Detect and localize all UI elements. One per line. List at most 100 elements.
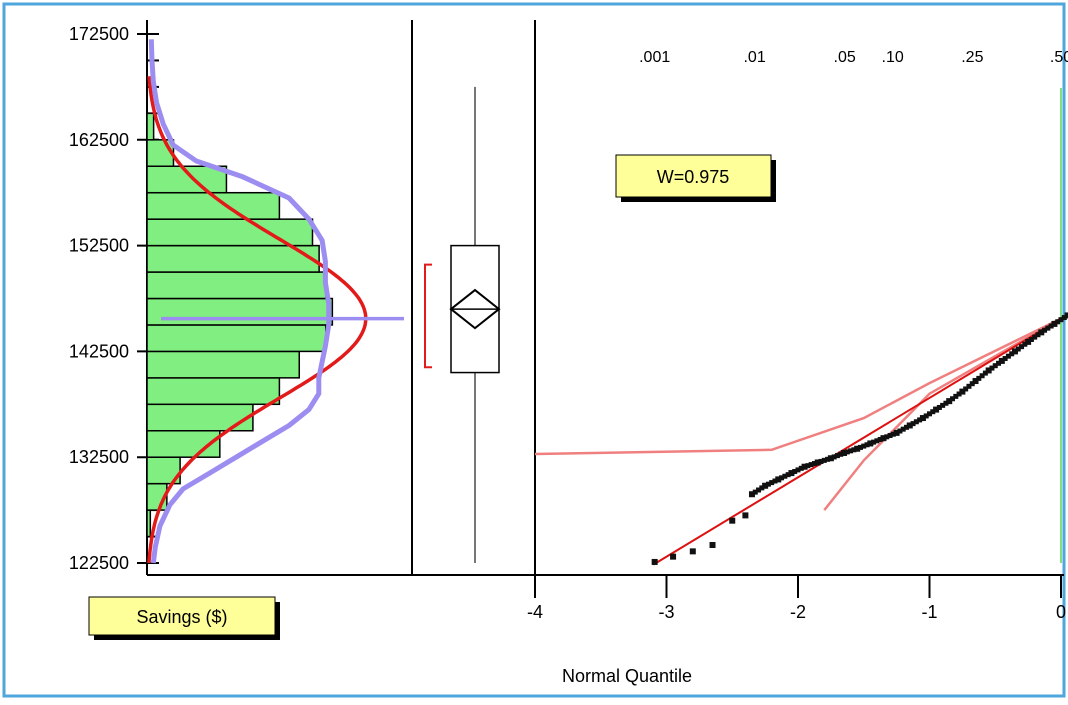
quantile-point <box>848 448 854 454</box>
quantile-point <box>801 463 808 470</box>
quantile-point <box>950 396 956 402</box>
quantile-point <box>867 440 874 447</box>
quantile-point <box>897 428 903 434</box>
quantile-point <box>798 465 804 471</box>
quantile-point <box>814 459 821 466</box>
quantile-point <box>1002 356 1008 362</box>
box-plot <box>424 86 501 563</box>
quantile-point <box>825 456 831 462</box>
quantile-point <box>844 449 850 455</box>
quantile-point <box>959 388 966 395</box>
quantile-point <box>831 454 837 460</box>
y-tick-label: 172500 <box>69 24 129 44</box>
smooth-density-curve <box>148 39 332 564</box>
quantile-point <box>933 406 940 413</box>
quantile-point <box>1032 334 1038 340</box>
quantile-point <box>1042 327 1048 333</box>
quantile-point <box>1064 312 1068 319</box>
probability-tick-label: .01 <box>743 49 765 66</box>
quantile-point <box>821 457 827 463</box>
quantile-point <box>998 357 1005 364</box>
quantile-point <box>782 473 788 479</box>
quantile-point <box>890 431 896 437</box>
x-axis-title: Normal Quantile <box>562 666 692 686</box>
quantile-point <box>963 386 969 392</box>
histogram-bar <box>146 271 327 300</box>
quantile-point <box>742 512 749 519</box>
x-tick-label: -3 <box>658 602 674 622</box>
quantile-point <box>969 381 975 387</box>
quantile-point <box>1011 348 1018 355</box>
quantile-point <box>1045 325 1051 331</box>
histogram-bar <box>146 377 281 406</box>
histogram-bar <box>146 244 320 273</box>
y-tick-label: 162500 <box>69 130 129 150</box>
quantile-point <box>982 370 988 376</box>
histogram-bar <box>146 139 175 168</box>
normal-quantile-plot <box>534 88 1068 566</box>
quantile-point <box>689 548 696 555</box>
quantile-point <box>827 455 834 462</box>
quantile-point <box>864 442 870 448</box>
quantile-point <box>966 383 972 389</box>
variable-label: Savings ($) <box>136 607 227 627</box>
quantile-point <box>1058 317 1064 323</box>
histogram-bar <box>146 218 314 247</box>
histogram-curves <box>147 39 404 564</box>
quantile-point <box>788 470 795 477</box>
quantile-point <box>861 443 867 449</box>
histogram-bar <box>146 324 327 353</box>
quantile-point <box>919 415 926 422</box>
probability-tick-label: .25 <box>961 49 983 66</box>
quantile-point <box>946 398 953 405</box>
quantile-point <box>651 558 658 565</box>
quantile-point <box>792 468 798 474</box>
quantile-point <box>841 449 848 456</box>
quantile-point <box>759 485 765 491</box>
quantile-point <box>985 367 992 374</box>
quantile-point <box>871 439 877 445</box>
quantile-point <box>953 393 959 399</box>
quantile-point <box>709 542 716 549</box>
probability-tick-label: .05 <box>834 49 856 66</box>
quantile-point <box>1061 315 1067 321</box>
histogram-bar <box>146 509 152 538</box>
quantile-point <box>765 481 771 487</box>
probability-tick-label: .001 <box>639 49 670 66</box>
quantile-point <box>992 363 998 369</box>
quantile-point <box>989 365 995 371</box>
quantile-point <box>903 424 909 430</box>
quantile-point <box>785 472 791 478</box>
quantile-point <box>834 453 840 459</box>
histogram-bar <box>146 297 334 326</box>
quantile-point <box>910 421 916 427</box>
quantile-point <box>1019 344 1025 350</box>
quantile-point <box>805 463 811 469</box>
quantile-point <box>1025 338 1032 345</box>
quantile-point <box>808 462 814 468</box>
quantile-point <box>880 435 887 442</box>
quantile-point <box>729 517 736 524</box>
confidence-band-lower <box>823 313 1068 511</box>
x-axis: -4-3-2-101234 <box>527 575 1066 622</box>
quantile-point <box>996 360 1002 366</box>
quantile-point <box>940 402 946 408</box>
quantile-point <box>779 475 785 481</box>
quantile-point <box>943 400 949 406</box>
normal-reference-line <box>652 313 1068 566</box>
y-tick-label: 142500 <box>69 341 129 361</box>
x-tick-label: -2 <box>790 602 806 622</box>
quantile-point <box>913 419 919 425</box>
probability-tick-label: .10 <box>882 49 904 66</box>
w-statistic: W=0.975 <box>657 167 730 187</box>
quantile-point <box>1035 332 1041 338</box>
quantile-point <box>772 478 778 484</box>
quantile-point <box>936 404 942 410</box>
quantile-point <box>900 426 906 432</box>
quantile-point <box>748 491 755 498</box>
quantile-point <box>769 480 775 486</box>
quantile-point <box>795 467 801 473</box>
quantile-point <box>930 409 936 415</box>
